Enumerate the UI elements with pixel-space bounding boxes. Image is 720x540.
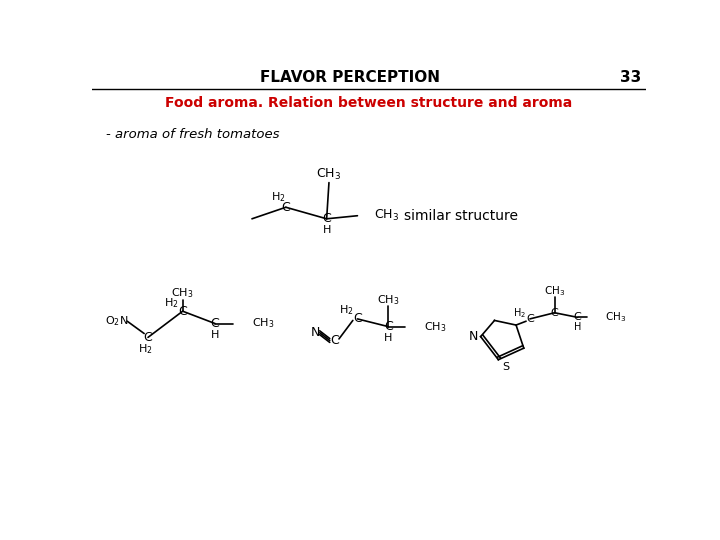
Text: H$_2$: H$_2$ <box>339 303 354 318</box>
Text: C: C <box>551 308 559 318</box>
Text: C: C <box>526 314 534 324</box>
Text: S: S <box>503 362 510 373</box>
Text: CH$_3$: CH$_3$ <box>374 208 399 223</box>
Text: H: H <box>574 322 581 332</box>
Text: CH$_3$: CH$_3$ <box>316 167 341 183</box>
Text: C: C <box>574 312 582 322</box>
Text: C: C <box>330 334 338 347</box>
Text: - aroma of fresh tomatoes: - aroma of fresh tomatoes <box>106 127 279 140</box>
Text: 33: 33 <box>620 70 642 85</box>
Text: N: N <box>310 326 320 339</box>
Text: CH$_3$: CH$_3$ <box>544 284 565 298</box>
Text: C: C <box>323 212 331 225</box>
Text: FLAVOR PERCEPTION: FLAVOR PERCEPTION <box>260 70 440 85</box>
Text: CH$_3$: CH$_3$ <box>605 310 626 324</box>
Text: H$_2$: H$_2$ <box>271 190 285 204</box>
Text: O$_2$N: O$_2$N <box>104 314 128 328</box>
Text: H: H <box>211 330 219 340</box>
Text: N: N <box>468 330 477 343</box>
Text: H$_2$: H$_2$ <box>138 342 152 356</box>
Text: C: C <box>282 201 290 214</box>
Text: C: C <box>211 317 220 330</box>
Text: H$_2$: H$_2$ <box>164 296 179 310</box>
Text: H$_2$: H$_2$ <box>513 306 526 320</box>
Text: CH$_3$: CH$_3$ <box>377 293 400 307</box>
Text: C: C <box>353 313 362 326</box>
Text: Food aroma. Relation between structure and aroma: Food aroma. Relation between structure a… <box>166 96 572 110</box>
Text: H: H <box>384 333 392 343</box>
Text: C: C <box>179 305 187 318</box>
Text: C: C <box>384 320 392 333</box>
Text: CH$_3$: CH$_3$ <box>425 320 447 334</box>
Text: H: H <box>323 225 330 235</box>
Text: CH$_3$: CH$_3$ <box>252 316 274 330</box>
Text: CH$_3$: CH$_3$ <box>171 287 194 300</box>
Text: C: C <box>143 331 153 344</box>
Text: similar structure: similar structure <box>404 209 518 222</box>
